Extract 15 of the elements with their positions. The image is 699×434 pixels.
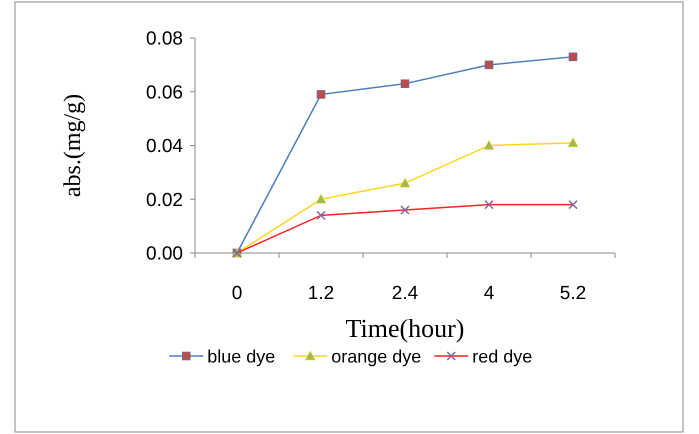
- y-tick-label: 0.04: [146, 136, 184, 158]
- y-tick-label: 0.00: [146, 244, 183, 265]
- x-tick-label: 0: [232, 283, 242, 304]
- x-tick-label: 5.2: [560, 283, 586, 304]
- legend-label: orange dye: [331, 346, 422, 366]
- x-tick-label: 4: [484, 283, 495, 304]
- x-tick-label: 1.2: [308, 283, 334, 304]
- legend-label: blue dye: [207, 346, 276, 366]
- legend-label: red dye: [472, 346, 532, 366]
- y-tick-label: 0.08: [146, 28, 183, 50]
- x-tick-label: 2.4: [392, 283, 419, 304]
- y-axis-title: abs.(mg/g): [60, 94, 86, 198]
- y-tick-label: 0.06: [146, 82, 183, 104]
- x-axis-title: Time(hour): [346, 314, 464, 343]
- y-tick-label: 0.02: [146, 190, 183, 211]
